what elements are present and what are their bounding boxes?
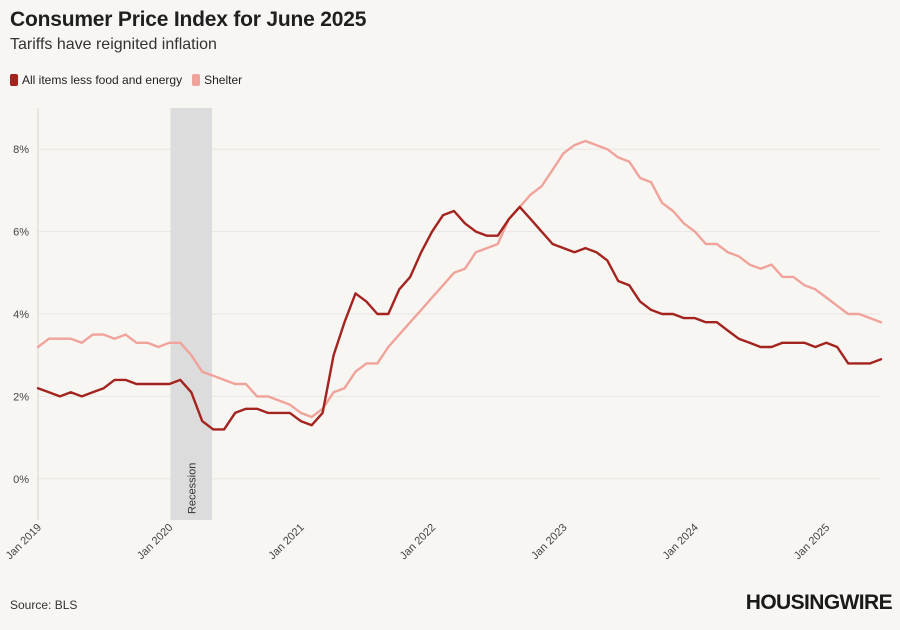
recession-label: Recession (186, 463, 198, 514)
y-tick-label: 4% (13, 309, 29, 321)
x-tick-label: Jan 2021 (266, 522, 306, 562)
legend-item-core[interactable]: All items less food and energy (10, 73, 182, 87)
legend-label-shelter: Shelter (204, 73, 243, 87)
chart-subtitle: Tariffs have reignited inflation (10, 36, 217, 53)
brand-logo: HOUSINGWIRE (745, 591, 893, 614)
x-tick-label: Jan 2023 (529, 522, 569, 562)
series-line-shelter (36, 139, 883, 419)
x-tick-label: Jan 2022 (398, 522, 438, 562)
legend-swatch-shelter (192, 74, 201, 86)
legend-item-shelter[interactable]: Shelter (192, 73, 242, 87)
y-tick-label: 0% (13, 474, 29, 486)
recession-band (170, 108, 213, 520)
series-layer (36, 139, 883, 431)
chart-title: Consumer Price Index for June 2025 (10, 8, 367, 31)
recession-layer: Recession (170, 108, 213, 520)
y-tick-label: 6% (13, 227, 29, 239)
grid-layer (38, 148, 881, 480)
x-tick-label: Jan 2020 (135, 522, 175, 562)
y-tick-label: 2% (13, 391, 29, 403)
x-tick-label: Jan 2025 (792, 522, 832, 562)
x-tick-label: Jan 2019 (4, 522, 44, 562)
chart-legend: All items less food and energy Shelter (10, 73, 246, 87)
source-note: Source: BLS (10, 598, 78, 612)
x-tick-label: Jan 2024 (661, 522, 701, 562)
series-line-core (36, 205, 883, 431)
y-tick-label: 8% (13, 144, 29, 156)
legend-label-core: All items less food and energy (22, 73, 183, 87)
legend-swatch-core (10, 74, 18, 86)
